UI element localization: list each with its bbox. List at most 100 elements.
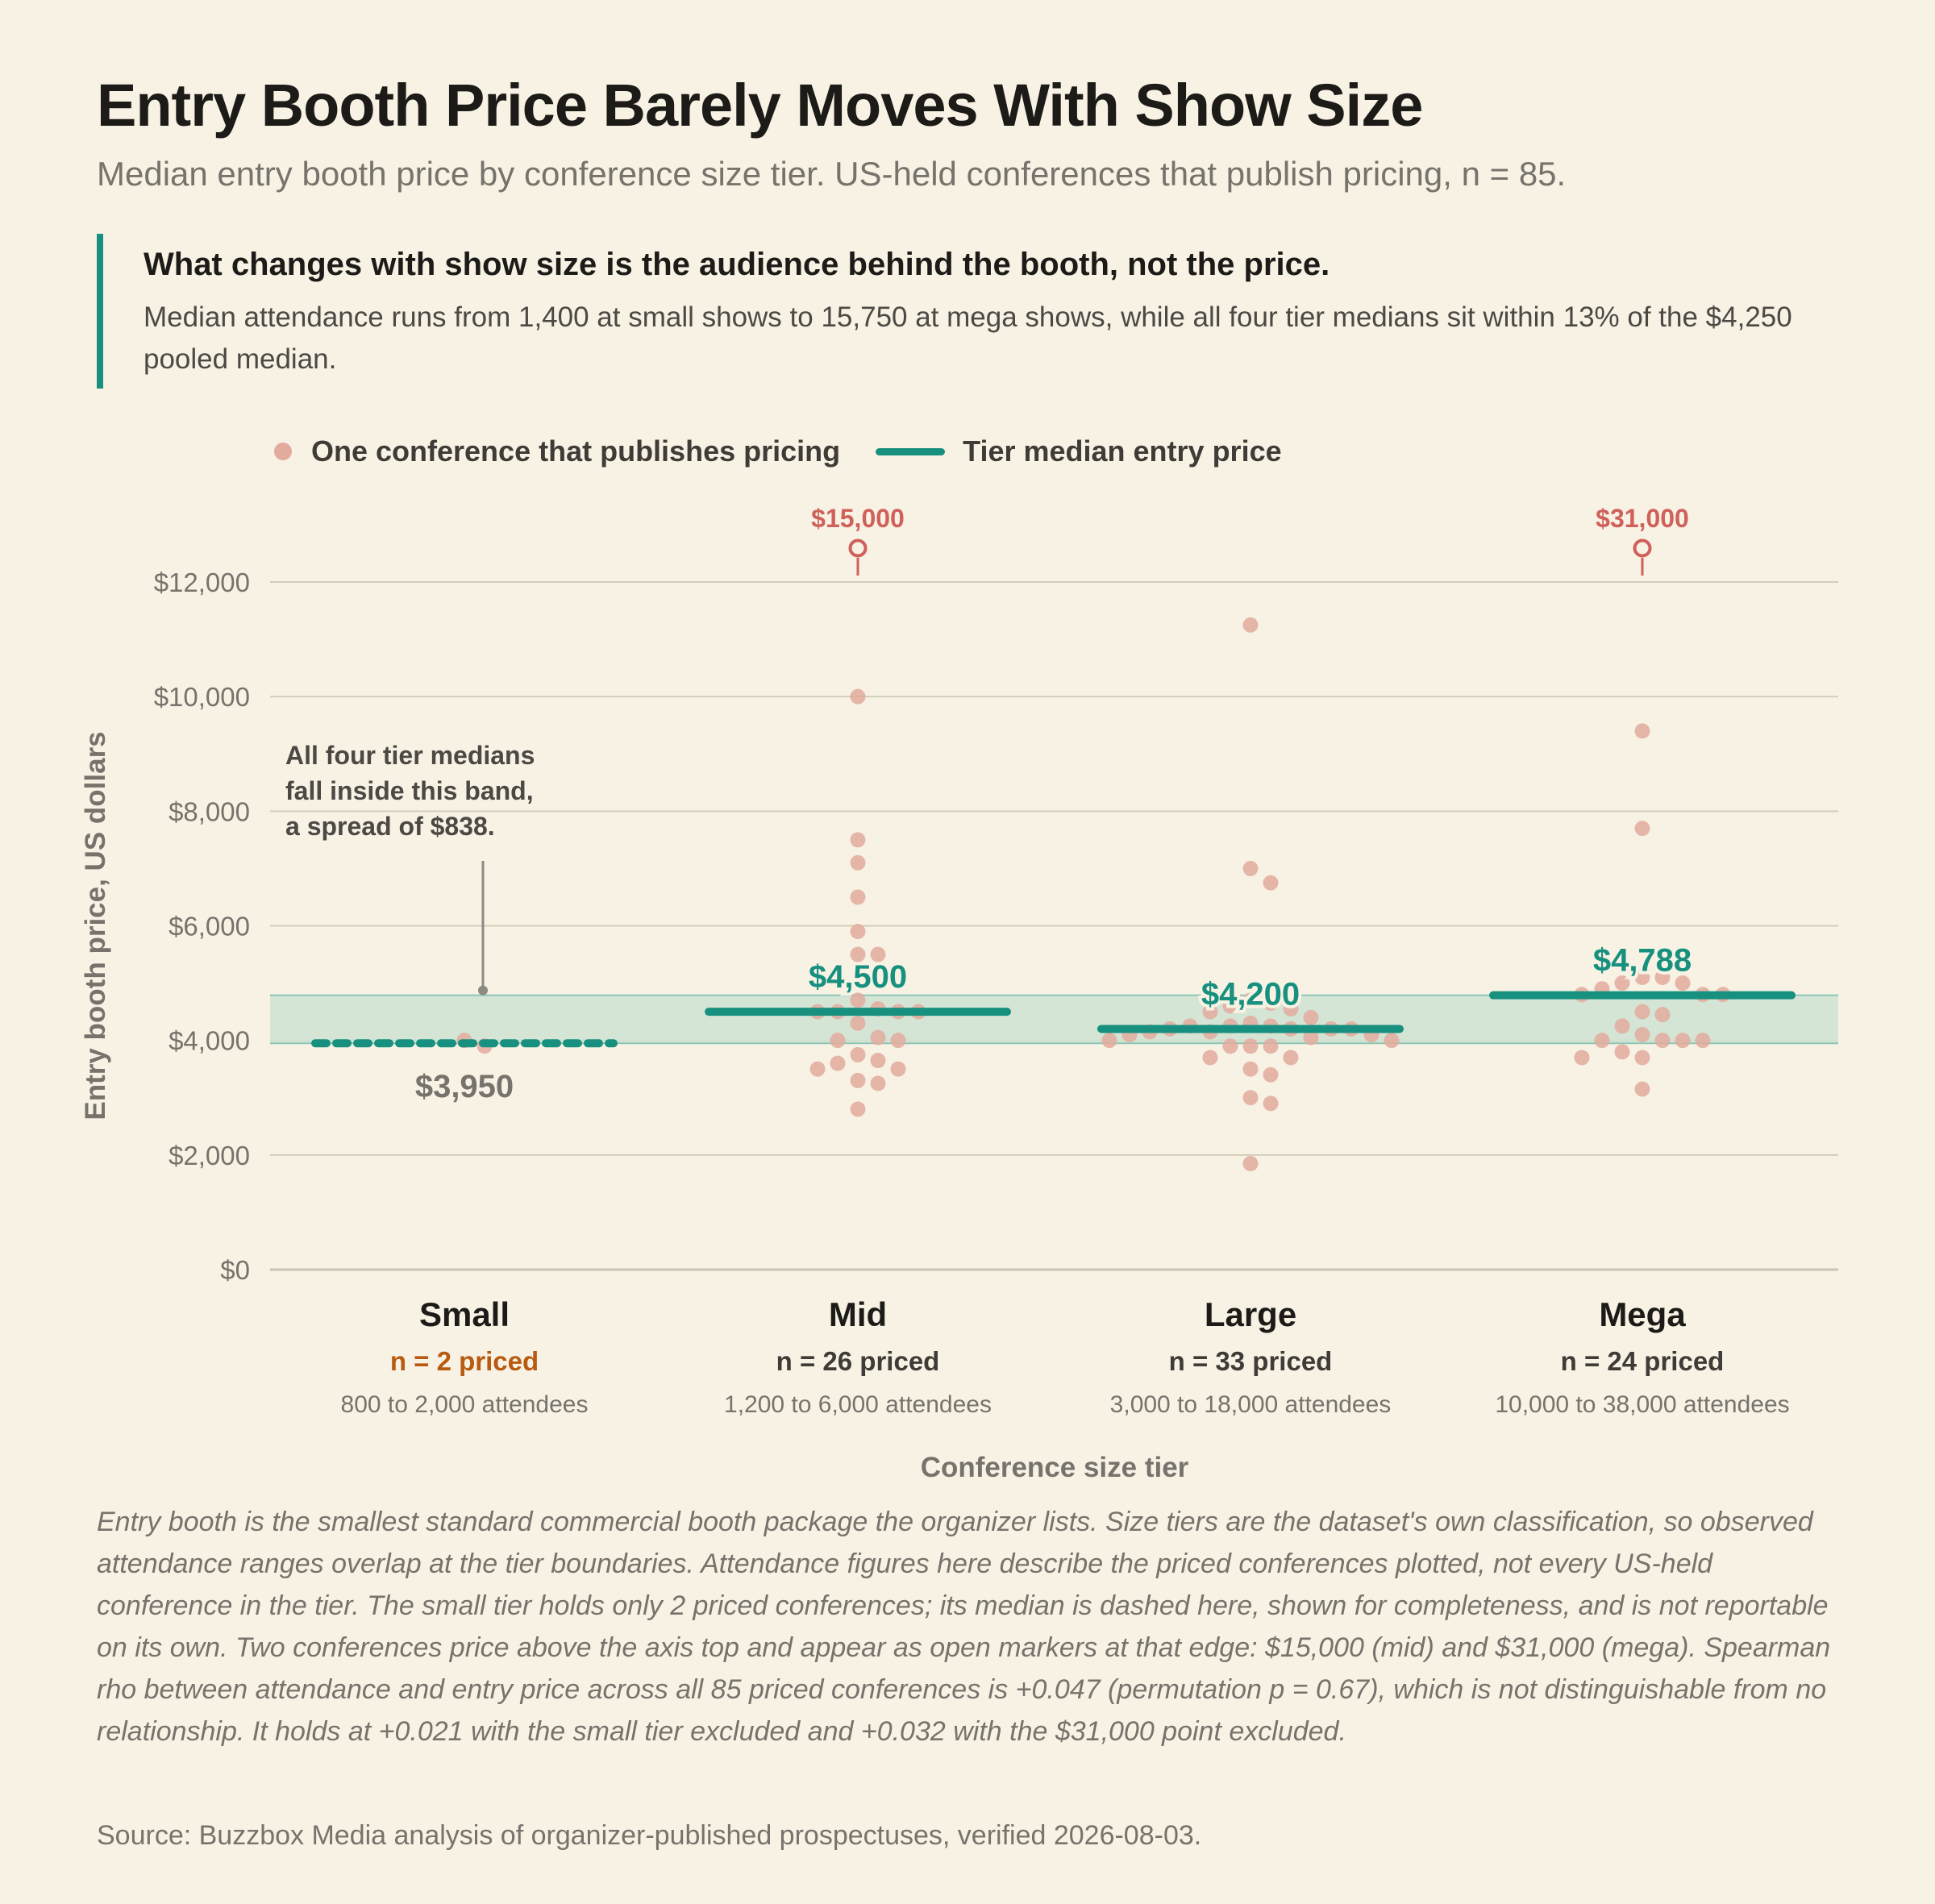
callout-heading: What changes with show size is the audie… (144, 247, 1330, 282)
median-label: $4,200 (1201, 976, 1300, 1012)
y-tick-label: $2,000 (169, 1141, 250, 1170)
conference-point (850, 688, 866, 705)
conference-point (1303, 1029, 1319, 1046)
y-tick-label: $8,000 (169, 796, 250, 826)
conference-point (890, 1033, 906, 1049)
tier-range-label: 1,200 to 6,000 attendees (724, 1391, 992, 1418)
conference-point (1222, 998, 1238, 1014)
conference-point (809, 1061, 826, 1077)
tier-n-label: n = 26 priced (776, 1346, 940, 1376)
chart-subtitle: Median entry booth price by conference s… (97, 155, 1567, 193)
band-annotation-line: All four tier medians (285, 741, 535, 770)
conference-point (1242, 1038, 1259, 1054)
conference-point (1283, 1050, 1299, 1066)
conference-point (1614, 1044, 1630, 1060)
tier-range-label: 3,000 to 18,000 attendees (1110, 1391, 1392, 1418)
median-label: $4,788 (1593, 943, 1692, 979)
tier-n-label: n = 2 priced (390, 1346, 539, 1376)
conference-point (1242, 1061, 1259, 1077)
tier-n-label: n = 24 priced (1561, 1346, 1725, 1376)
conference-point (1242, 1155, 1259, 1171)
conference-point (870, 1075, 886, 1091)
conference-point (850, 1015, 866, 1031)
conference-point (1654, 1007, 1671, 1023)
conference-point (850, 889, 866, 905)
legend-median-marker (876, 447, 946, 455)
conference-point (1263, 1095, 1279, 1112)
conference-point (1242, 992, 1259, 1008)
tier-range-label: 10,000 to 38,000 attendees (1495, 1391, 1789, 1418)
overflow-label: $31,000 (1596, 504, 1689, 533)
conference-point (850, 1072, 866, 1088)
conference-point (1574, 1050, 1590, 1066)
conference-point (1634, 1027, 1650, 1043)
tier-price-chart: $0 $2,000 $4,000 $6,000 $8,000 $10,000 $12,000… (80, 504, 1838, 1483)
tier-label: Large (1205, 1295, 1296, 1333)
conference-point (1242, 617, 1259, 633)
footnote: Entry booth is the smallest standard com… (97, 1507, 1831, 1747)
chart-title: Entry Booth Price Barely Moves With Show… (97, 72, 1423, 139)
tier-n-label: n = 33 priced (1169, 1346, 1333, 1376)
conference-point (850, 832, 866, 848)
conference-point (1634, 821, 1650, 837)
y-tick-label: $10,000 (154, 682, 250, 712)
conference-point (1263, 1066, 1279, 1083)
conference-point (1263, 1038, 1279, 1054)
conference-point (1634, 723, 1650, 739)
conference-point (830, 1055, 846, 1071)
key-finding-callout: What changes with show size is the audie… (97, 234, 1861, 389)
tier-label: Mid (829, 1295, 887, 1333)
conference-point (1634, 1004, 1650, 1020)
callout-body: Median attendance runs from 1,400 at sma… (144, 301, 1792, 375)
y-tick-label: $4,000 (169, 1026, 250, 1056)
conference-point (1202, 1050, 1218, 1066)
tier-label: Small (419, 1295, 510, 1333)
overflow-label: $15,000 (811, 504, 905, 533)
conference-point (850, 1101, 866, 1117)
conference-point (850, 1046, 866, 1062)
conference-point (1634, 1050, 1650, 1066)
conference-point (830, 1033, 846, 1049)
y-axis-title: Entry booth price, US dollars (80, 731, 111, 1120)
conference-point (1695, 1033, 1711, 1049)
conference-point (1675, 1033, 1691, 1049)
conference-point (850, 924, 866, 940)
median-label: $3,950 (415, 1069, 514, 1104)
tier-range-label: 800 to 2,000 attendees (341, 1391, 589, 1418)
conference-point (1202, 1004, 1218, 1020)
band-annotation-anchor (478, 985, 488, 996)
conference-point (1675, 975, 1691, 991)
conference-point (1263, 995, 1279, 1011)
band-annotation-line: fall inside this band, (285, 776, 534, 805)
legend-points-label: One conference that publishes pricing (311, 434, 841, 468)
conference-point (1594, 1033, 1610, 1049)
conference-point (1614, 1018, 1630, 1034)
y-tick-label: $12,000 (154, 567, 250, 597)
conference-point (850, 854, 866, 871)
conference-point (1101, 1033, 1117, 1049)
conference-point (850, 992, 866, 1008)
conference-point (870, 1053, 886, 1069)
conference-point (1303, 1009, 1319, 1025)
tier-label: Mega (1599, 1295, 1686, 1333)
conference-point (870, 946, 886, 962)
conference-point (1263, 875, 1279, 891)
band-annotation-line: a spread of $838. (285, 812, 495, 841)
overflow-marker (1633, 538, 1652, 558)
conference-point (890, 1061, 906, 1077)
legend-point-marker (274, 443, 292, 460)
median-label: $4,500 (809, 959, 907, 995)
conference-point (1283, 1001, 1299, 1017)
overflow-marker (848, 538, 868, 558)
y-tick-label: $6,000 (169, 912, 250, 942)
conference-point (1634, 969, 1650, 985)
median-band (270, 995, 1838, 1044)
conference-point (1634, 1081, 1650, 1097)
source-note: Source: Buzzbox Media analysis of organi… (97, 1820, 1202, 1851)
conference-point (1614, 975, 1630, 991)
legend-median-label: Tier median entry price (963, 434, 1282, 468)
conference-point (1222, 1038, 1238, 1054)
conference-point (1654, 969, 1671, 985)
legend: One conference that publishes pricing Ti… (274, 431, 1282, 472)
conference-point (1242, 1090, 1259, 1106)
